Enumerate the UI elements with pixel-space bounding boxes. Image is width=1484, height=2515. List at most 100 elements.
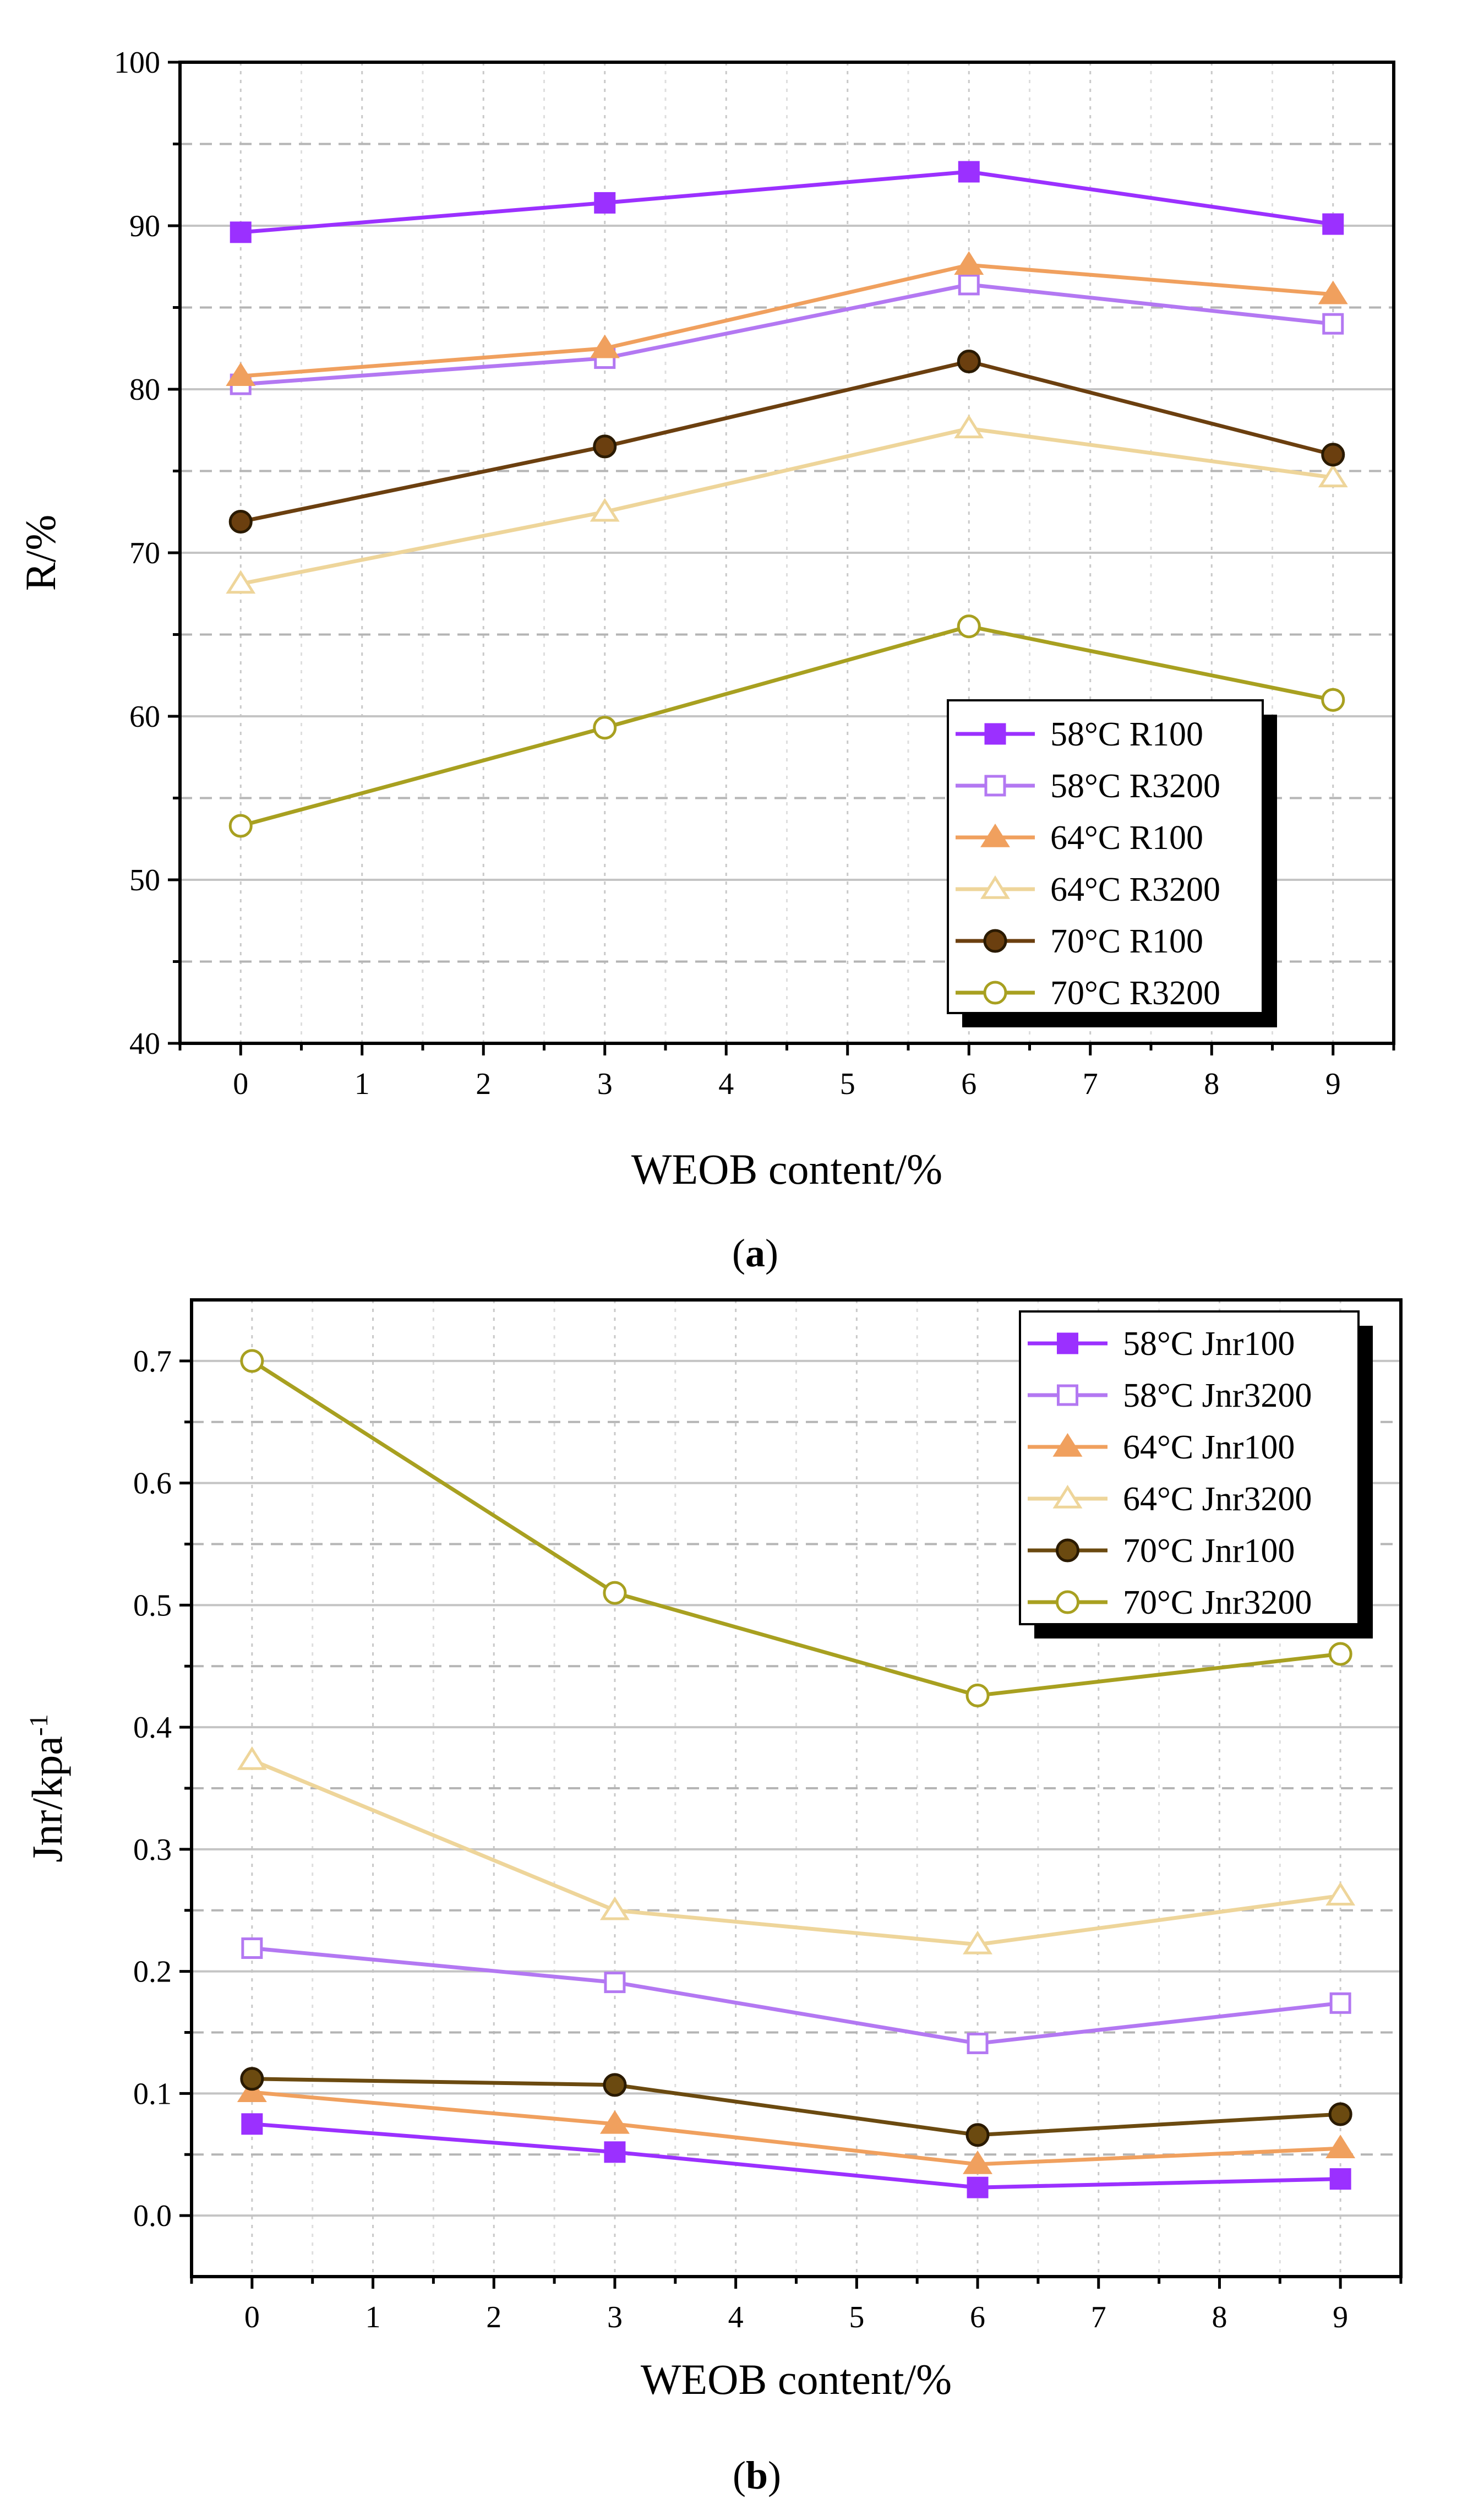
series-4: [240, 2067, 1352, 2147]
legend-label: 64°C R3200: [1050, 871, 1220, 908]
data-point: [603, 2073, 627, 2097]
chart-panel-b: 0.0 0.1 0.2 0.3 0.4 0.5 0.6 0.7 0 1 2 3 4 5 6 7 8 9 WEOB c…: [23, 1298, 1403, 2403]
legend-box: [1019, 1310, 1360, 1625]
data-point: [967, 2032, 989, 2054]
series-line: [240, 282, 1334, 386]
data-point: [963, 2150, 993, 2174]
data-point: [1325, 2135, 1356, 2158]
series-line: [252, 2090, 1341, 2166]
series-1: [241, 1937, 1351, 2054]
data-point: [1328, 2102, 1352, 2126]
data-point: [1321, 443, 1345, 467]
data-point: [593, 434, 617, 459]
x-tick-label: 0: [233, 1067, 248, 1101]
x-tick-label: 8: [1204, 1067, 1219, 1101]
data-point: [599, 1896, 630, 1920]
data-point: [1329, 1992, 1351, 2014]
series-1: [230, 274, 1344, 395]
legend-label: 58°C Jnr3200: [1123, 1377, 1312, 1414]
chart-panel-a: 40 50 60 70 80 90 100 0 1 2 3 4 5 6 7 8 9 WEOB content/% R…: [17, 46, 1395, 1193]
y-tick-label: 0.6: [133, 1467, 172, 1501]
series-2: [226, 251, 1348, 386]
data-point: [226, 362, 256, 386]
legend-marker: [984, 775, 1006, 797]
data-point: [965, 1683, 990, 1708]
x-tick-label: 3: [607, 2300, 623, 2334]
data-point: [228, 814, 253, 838]
legend-entry: 70°C Jnr3200: [1028, 1584, 1312, 1621]
x-tick-label: 0: [244, 2300, 260, 2334]
legend-label: 64°C Jnr3200: [1123, 1480, 1312, 1518]
legend-entry: 64°C R100: [956, 819, 1203, 857]
data-point: [1322, 213, 1344, 235]
data-point: [594, 192, 616, 214]
series-4: [228, 349, 1345, 534]
legend-marker: [1057, 1384, 1078, 1406]
legend-marker: [1055, 1590, 1080, 1614]
data-point: [593, 716, 617, 740]
legend-entry: 58°C R100: [956, 716, 1203, 753]
y-tick-label: 70: [129, 536, 160, 570]
series-line: [252, 2077, 1341, 2137]
legend-label: 70°C Jnr3200: [1123, 1584, 1312, 1621]
legend-label: 58°C R100: [1050, 716, 1203, 753]
legend-label: 64°C Jnr100: [1123, 1429, 1295, 1466]
legend-marker: [983, 981, 1007, 1005]
legend-marker: [980, 823, 1010, 847]
x-tick-label: 1: [354, 1067, 370, 1101]
y-axis-title: R/%: [17, 515, 64, 591]
y-tick-label: 0.7: [133, 1344, 172, 1379]
y-tick-label: 80: [129, 373, 160, 407]
legend-marker: [980, 875, 1010, 899]
series-line: [251, 1758, 1341, 1947]
x-tick-label: 2: [486, 2300, 501, 2334]
data-point: [241, 1937, 263, 1959]
data-point: [1325, 1882, 1356, 1906]
data-point: [957, 614, 981, 639]
legend-entry: 70°C R3200: [956, 975, 1220, 1012]
series-line: [240, 426, 1334, 586]
series-line: [250, 1359, 1341, 1698]
x-axis-title: WEOB content/%: [631, 1145, 942, 1193]
legend-marker: [1057, 1332, 1078, 1354]
legend-entry: 58°C Jnr100: [1028, 1325, 1295, 1363]
series-5: [240, 1349, 1352, 1708]
y-tick-label: 100: [114, 46, 160, 80]
data-point: [1322, 313, 1344, 335]
legend-marker: [984, 723, 1006, 745]
data-point: [590, 498, 620, 522]
x-tick-label: 7: [1091, 2300, 1106, 2334]
x-tick-label: 7: [1083, 1067, 1098, 1101]
x-tick-label: 2: [476, 1067, 491, 1101]
series-line: [252, 1946, 1341, 2045]
x-tick-label: 6: [961, 1067, 976, 1101]
data-point: [1328, 1642, 1352, 1666]
legend-marker: [1052, 1484, 1083, 1509]
series-3: [237, 1746, 1356, 1955]
caption-a: (a): [732, 1231, 778, 1275]
legend-label: 58°C Jnr100: [1123, 1325, 1295, 1363]
series-2: [237, 2078, 1356, 2174]
data-point: [240, 2067, 264, 2091]
legend: 58°C R100 58°C R3200 64°C R100 64°C R3200 70…: [947, 699, 1277, 1027]
legend-entry: 64°C Jnr100: [1028, 1429, 1295, 1466]
x-tick-label: 9: [1333, 2300, 1348, 2334]
legend: 58°C Jnr100 58°C Jnr3200 64°C Jnr100 64°C J…: [1019, 1310, 1373, 1638]
series-0: [230, 161, 1344, 243]
legend-entry: 70°C Jnr100: [1028, 1532, 1295, 1570]
data-point: [599, 2110, 630, 2134]
y-tick-label: 60: [129, 700, 160, 734]
legend-entry: 70°C R100: [956, 923, 1203, 960]
data-point: [241, 2113, 263, 2135]
data-point: [603, 1581, 627, 1605]
data-point: [954, 251, 984, 275]
data-point: [590, 334, 620, 358]
y-tick-label: 0.2: [133, 1955, 172, 1989]
series-0: [241, 2113, 1351, 2198]
legend-marker: [983, 929, 1007, 953]
data-point: [604, 2141, 626, 2163]
legend-label: 64°C R100: [1050, 819, 1203, 857]
series-line: [240, 359, 1334, 524]
data-point: [604, 1972, 626, 1994]
